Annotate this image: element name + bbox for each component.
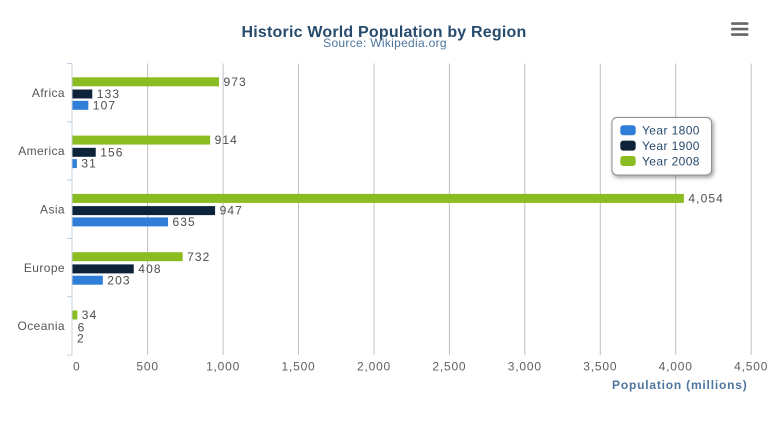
svg-text:1,500: 1,500 <box>281 360 315 374</box>
svg-text:Population (millions): Population (millions) <box>612 378 747 392</box>
svg-text:31: 31 <box>81 157 97 171</box>
svg-text:203: 203 <box>107 273 130 287</box>
svg-text:408: 408 <box>138 262 161 276</box>
svg-text:3,500: 3,500 <box>583 360 617 374</box>
svg-text:4,000: 4,000 <box>659 360 693 374</box>
svg-text:Africa: Africa <box>32 86 65 100</box>
svg-text:Year 1900: Year 1900 <box>642 139 700 153</box>
svg-text:America: America <box>18 144 65 158</box>
svg-text:156: 156 <box>100 145 123 159</box>
svg-text:6: 6 <box>78 320 86 334</box>
svg-text:Asia: Asia <box>40 203 65 217</box>
svg-text:Oceania: Oceania <box>18 319 66 333</box>
svg-text:500: 500 <box>136 360 158 374</box>
svg-text:4,500: 4,500 <box>734 360 768 374</box>
svg-text:4,054: 4,054 <box>688 192 724 206</box>
svg-text:Source: Wikipedia.org: Source: Wikipedia.org <box>323 36 447 50</box>
svg-text:107: 107 <box>93 98 116 112</box>
svg-text:Year 1800: Year 1800 <box>642 124 700 138</box>
svg-text:914: 914 <box>215 133 238 147</box>
svg-text:Historic World Population by R: Historic World Population by Region <box>242 24 527 41</box>
svg-text:2: 2 <box>77 332 85 346</box>
svg-text:973: 973 <box>224 75 247 89</box>
svg-text:2,500: 2,500 <box>432 360 466 374</box>
svg-text:0: 0 <box>73 360 80 374</box>
svg-text:2,000: 2,000 <box>357 360 391 374</box>
svg-text:732: 732 <box>187 250 210 264</box>
svg-text:34: 34 <box>82 308 98 322</box>
svg-text:947: 947 <box>220 204 243 218</box>
svg-text:Europe: Europe <box>24 261 65 275</box>
svg-text:133: 133 <box>97 87 120 101</box>
svg-text:Year 2008: Year 2008 <box>642 154 700 168</box>
svg-text:1,000: 1,000 <box>206 360 240 374</box>
svg-text:635: 635 <box>173 215 196 229</box>
svg-text:3,000: 3,000 <box>508 360 542 374</box>
